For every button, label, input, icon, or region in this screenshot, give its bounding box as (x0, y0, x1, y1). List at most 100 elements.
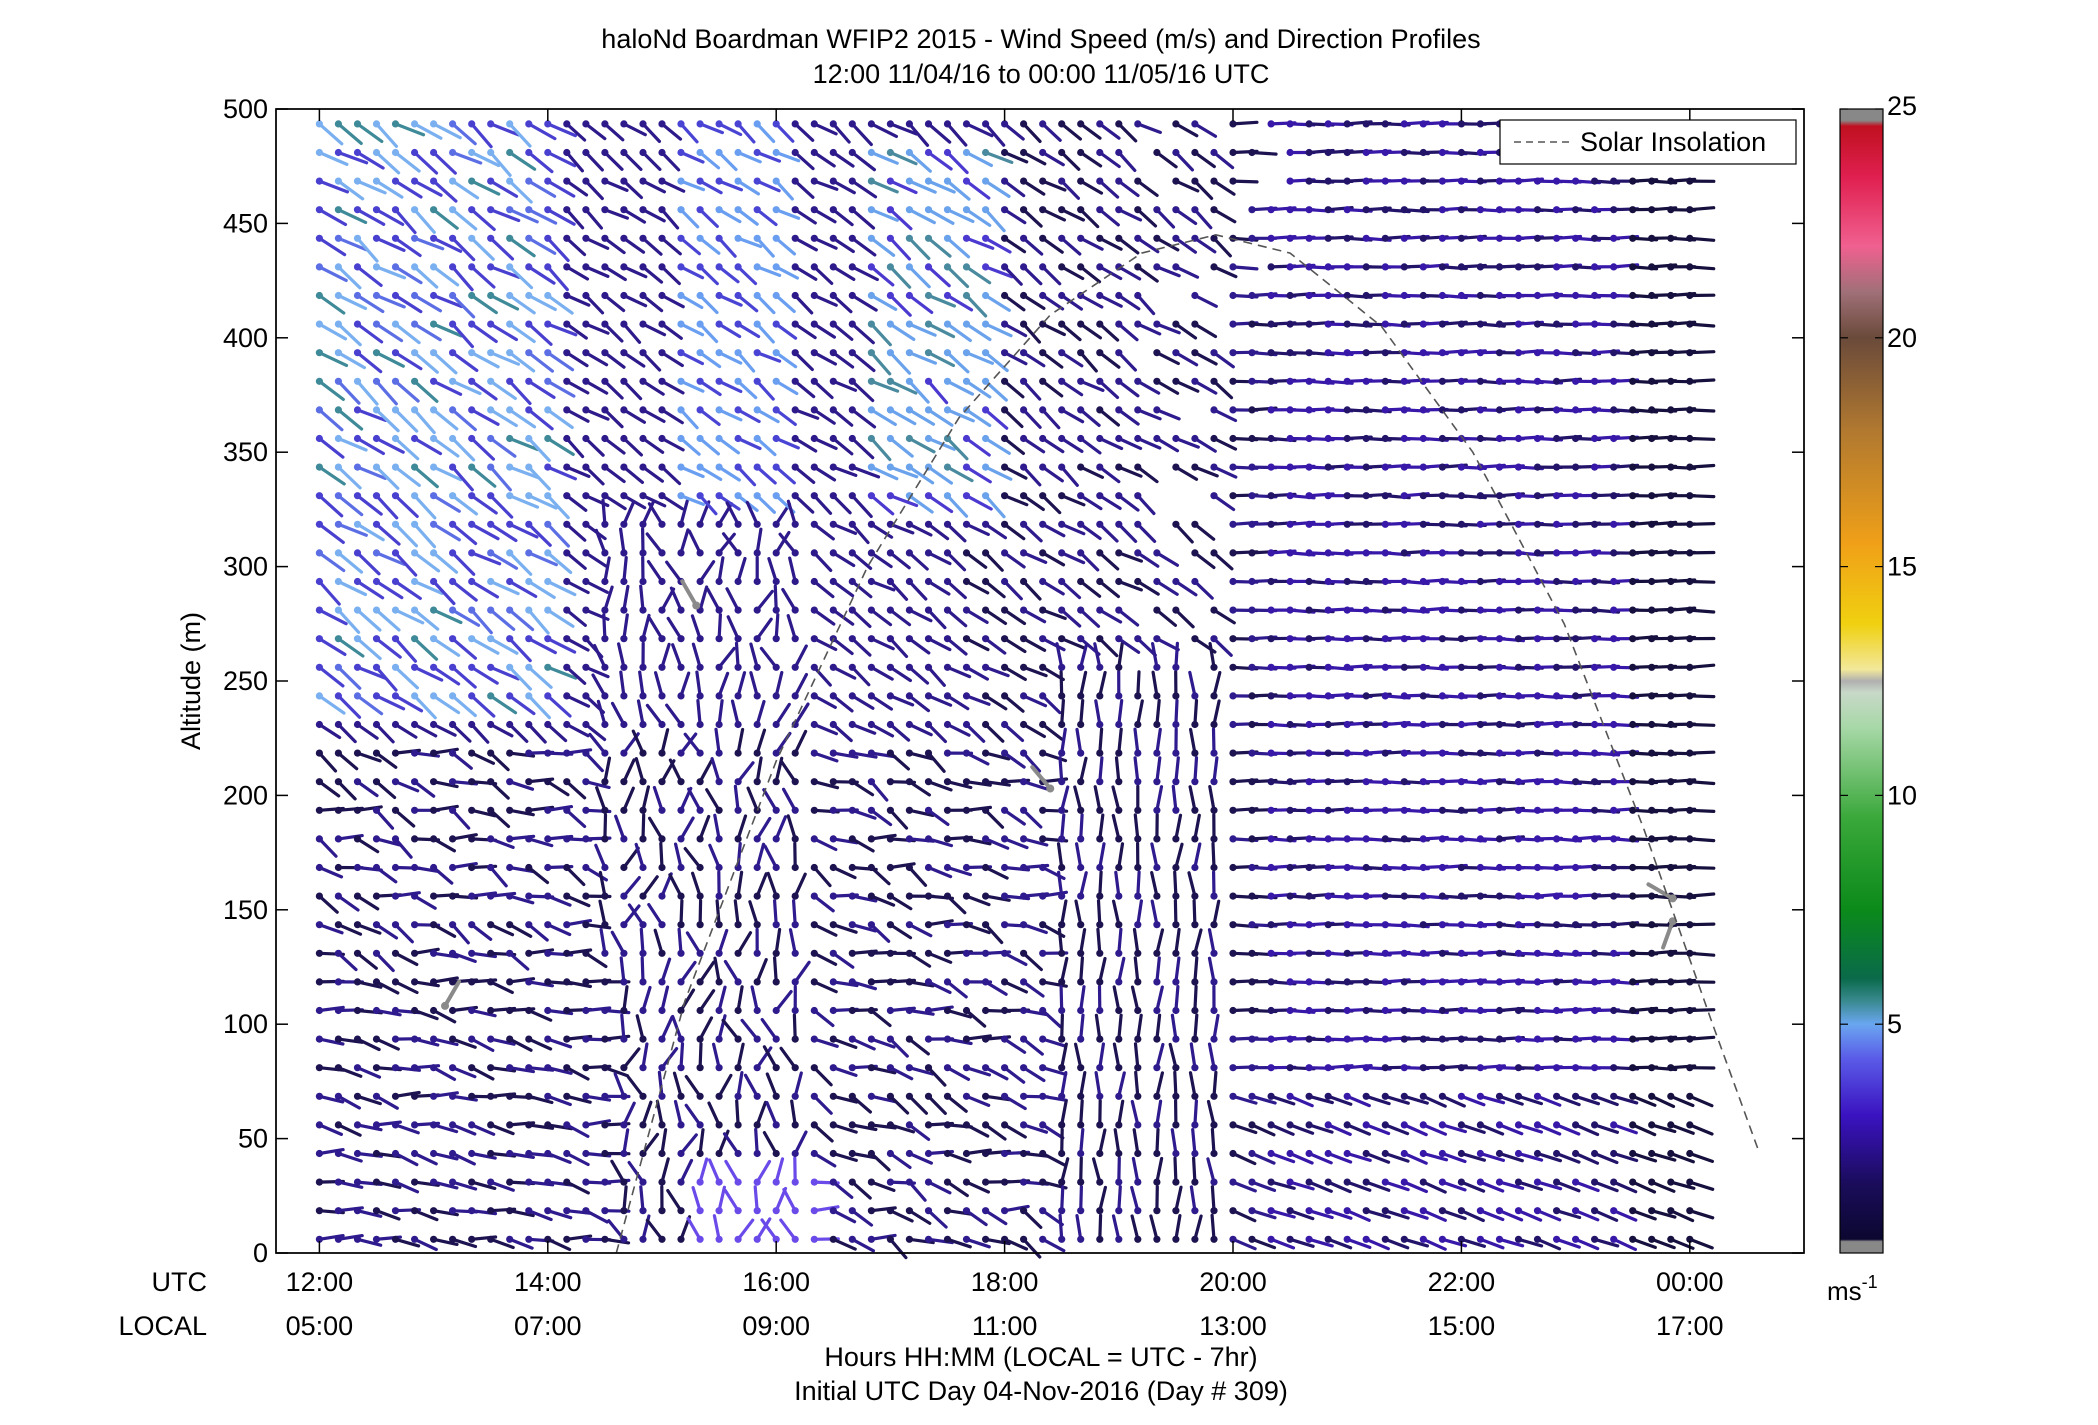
wind-barb-dot (1324, 291, 1332, 300)
wind-barb-dot (753, 949, 761, 957)
wind-barb-shaft (1497, 1094, 1524, 1106)
wind-barb-dot (430, 549, 438, 557)
wind-barb-dot (943, 577, 952, 586)
wind-barb-dot (1020, 206, 1028, 214)
wind-barb-shaft (336, 208, 368, 224)
wind-barb-dot (1096, 1121, 1104, 1129)
wind-barb-dot (1172, 949, 1180, 957)
wind-barb-shaft (907, 1123, 931, 1142)
wind-barb-shaft (1212, 494, 1236, 512)
wind-barb-dot (1381, 635, 1389, 643)
wind-barb-shaft (451, 1037, 477, 1049)
wind-barb-shaft (1174, 756, 1180, 784)
wind-barb-shaft (907, 379, 930, 404)
wind-barb-dot (1248, 377, 1256, 385)
wind-barb-dot (353, 577, 362, 586)
wind-barb-dot (848, 206, 856, 214)
wind-barb-shaft (1041, 1037, 1068, 1048)
wind-barb-dot (1153, 949, 1161, 957)
wind-barb-shaft (1269, 1123, 1295, 1136)
wind-barb-dot (696, 434, 704, 443)
wind-barb-dot (905, 349, 914, 357)
wind-barb-dot (334, 377, 342, 385)
wind-barb-dot (1495, 1035, 1504, 1043)
wind-barb-dot (943, 406, 952, 414)
wind-barb-shaft (1402, 1180, 1429, 1194)
wind-barb-dot (639, 863, 647, 872)
wind-barb-shaft (508, 179, 533, 204)
wind-barb-dot (334, 177, 342, 185)
wind-barb-shaft (1421, 1237, 1447, 1251)
wind-barb-dot (1495, 234, 1504, 242)
wind-barb-dot (1362, 806, 1370, 814)
wind-barb-shaft (317, 236, 347, 257)
wind-barb-dot (1419, 492, 1427, 500)
wind-barb-dot (1039, 120, 1047, 128)
wind-barb-dot (1362, 492, 1370, 500)
wind-barb-shaft (1059, 984, 1064, 1013)
wind-barb-shaft (1212, 351, 1235, 369)
wind-barb-shaft (1231, 179, 1259, 184)
wind-barb-dot (1267, 1235, 1275, 1243)
wind-barb-shaft (1174, 813, 1183, 841)
wind-barb-shaft (755, 1217, 772, 1241)
wind-barb-dot (1286, 463, 1294, 471)
wind-barb-dot (905, 492, 914, 500)
wind-barb-dot (1248, 434, 1256, 443)
wind-barb-shaft (355, 236, 379, 263)
wind-barb-dot (715, 635, 723, 643)
wind-barb-dot (1115, 1035, 1123, 1043)
wind-barb-dot (829, 949, 837, 957)
wind-barb-shaft (685, 931, 702, 955)
wind-barb-shaft (774, 1157, 785, 1184)
wind-barb-dot (582, 606, 590, 614)
wind-barb-dot (1172, 863, 1180, 872)
wind-barb-shaft (1060, 322, 1082, 342)
wind-barb-dot (1381, 263, 1389, 271)
wind-barb-dot (372, 778, 381, 786)
wind-barb-dot (1058, 1235, 1066, 1243)
wind-barb-shaft (336, 637, 365, 658)
wind-barb-dot (1476, 806, 1484, 814)
wind-barb-dot (1248, 549, 1256, 557)
wind-barb-shaft (451, 1123, 477, 1136)
wind-barb-dot (1248, 1092, 1256, 1100)
wind-barb-shaft (1075, 727, 1083, 755)
wind-barb-dot (924, 549, 933, 557)
chart-title: haloNd Boardman WFIP2 2015 - Wind Speed … (601, 24, 1480, 54)
wind-barb-shaft (907, 494, 934, 514)
wind-barb-dot (1381, 892, 1389, 900)
wind-barb-shaft (1516, 1180, 1544, 1192)
wind-barb-dot (715, 921, 723, 929)
wind-barb-dot (544, 1006, 552, 1015)
wind-barb-dot (411, 434, 419, 443)
wind-barb-dot (582, 978, 590, 986)
wind-barb-dot (1001, 1178, 1009, 1186)
wind-barb-shaft (888, 379, 918, 395)
wind-barb-shaft (812, 1151, 837, 1168)
wind-barb-shaft (432, 265, 460, 287)
wind-barb-shaft (413, 322, 442, 342)
wind-barb-dot (449, 663, 457, 671)
wind-barb-shaft (1079, 642, 1089, 669)
wind-barb-dot (886, 1092, 895, 1100)
wind-barb-dot (1438, 606, 1446, 614)
wind-barb-dot (1343, 720, 1351, 729)
wind-barb-dot (658, 291, 666, 300)
wind-barb-shaft (1516, 1209, 1543, 1222)
wind-barb-shaft (432, 408, 459, 431)
wind-barb-dot (829, 892, 837, 900)
wind-barb-dot (1476, 778, 1484, 786)
wind-barb-dot (1343, 1121, 1351, 1129)
wind-barb-dot (639, 606, 647, 614)
wind-barb-shaft (355, 322, 384, 344)
wind-barb-dot (1096, 606, 1104, 614)
wind-barb-dot (1305, 406, 1313, 414)
wind-barb-shaft (1002, 436, 1026, 455)
wind-barb-shaft (717, 671, 730, 698)
wind-barb-shaft (1193, 1013, 1199, 1041)
wind-barb-shaft (1421, 1123, 1448, 1136)
wind-barb-dot (905, 263, 914, 271)
wind-barb-shaft (983, 1066, 1009, 1081)
wind-barb-shaft (698, 1157, 709, 1184)
